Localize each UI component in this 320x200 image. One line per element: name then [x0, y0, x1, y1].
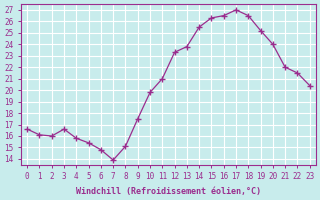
X-axis label: Windchill (Refroidissement éolien,°C): Windchill (Refroidissement éolien,°C)	[76, 187, 261, 196]
